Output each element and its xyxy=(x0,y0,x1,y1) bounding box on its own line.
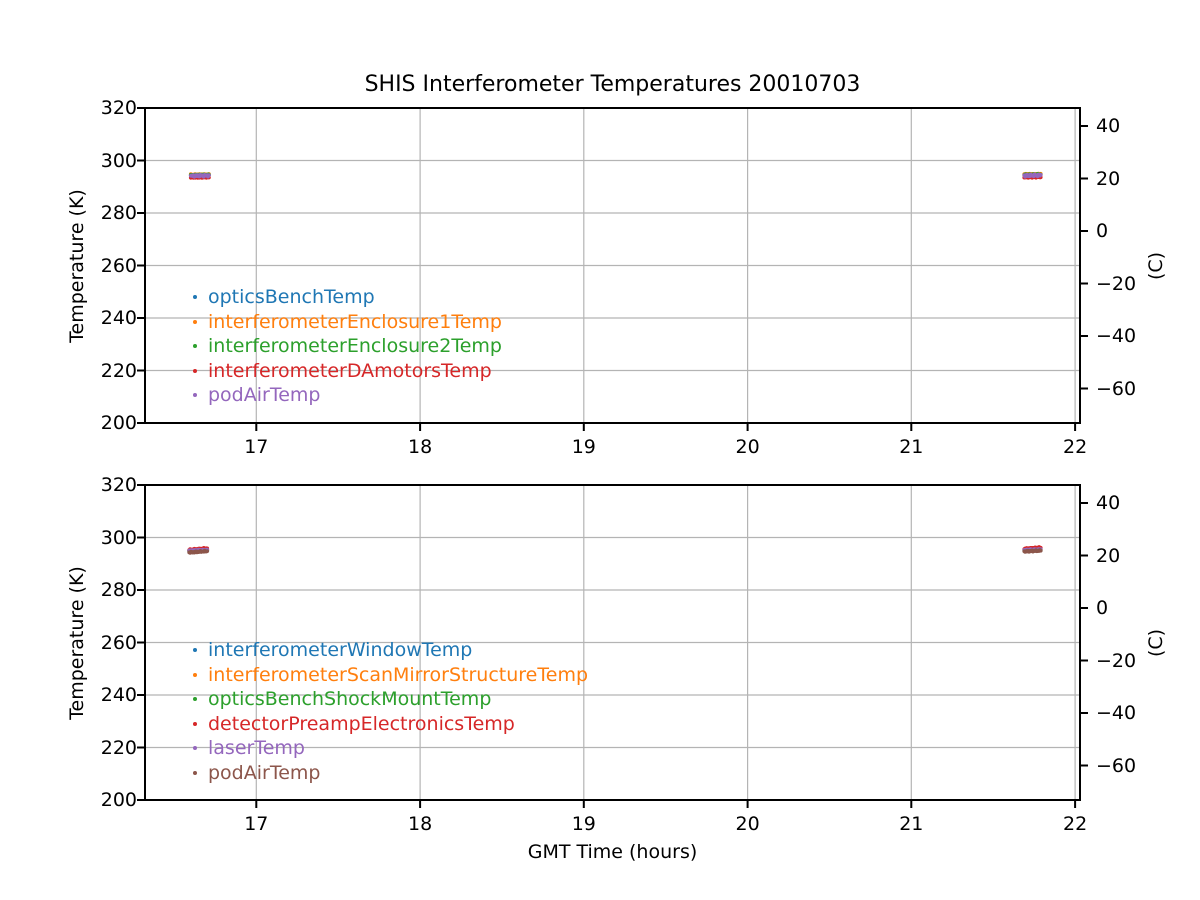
legend-label: opticsBenchShockMountTemp xyxy=(208,688,492,711)
chart-title: SHIS Interferometer Temperatures 2001070… xyxy=(364,72,861,97)
legend-item: podAirTemp xyxy=(188,383,502,408)
legend-item: interferometerScanMirrorStructureTemp xyxy=(188,663,588,688)
legend-marker-dot xyxy=(193,697,197,702)
legend-marker-dot xyxy=(193,648,197,653)
legend-label: interferometerEnclosure2Temp xyxy=(208,335,502,358)
legend-marker-dot xyxy=(193,770,197,775)
legend-label: podAirTemp xyxy=(208,384,321,407)
legend: interferometerWindowTemp interferometerSc… xyxy=(188,638,588,785)
legend-item: interferometerDAmotorsTemp xyxy=(188,359,502,384)
legend-item: opticsBenchTemp xyxy=(188,285,502,310)
legend-label: interferometerDAmotorsTemp xyxy=(208,359,492,382)
data-point xyxy=(207,173,211,178)
legend-item: interferometerEnclosure2Temp xyxy=(188,334,502,359)
legend-label: interferometerWindowTemp xyxy=(208,639,473,662)
legend-marker-dot xyxy=(193,721,197,726)
legend-marker-dot xyxy=(193,319,197,324)
legend-marker-dot xyxy=(193,344,197,349)
data-point xyxy=(205,549,210,553)
legend-item: interferometerWindowTemp xyxy=(188,638,588,663)
legend-label: interferometerEnclosure1Temp xyxy=(208,310,502,333)
legend-label: detectorPreampElectronicsTemp xyxy=(208,712,515,735)
legend-marker-dot xyxy=(193,368,197,373)
legend-label: podAirTemp xyxy=(208,761,321,784)
legend-label: interferometerScanMirrorStructureTemp xyxy=(208,663,589,686)
legend-marker-dot xyxy=(193,393,197,398)
data-point xyxy=(1038,173,1043,177)
legend-marker-dot xyxy=(193,672,197,677)
x-axis-label: GMT Time (hours) xyxy=(527,841,698,863)
legend: opticsBenchTemp interferometerEnclosure1T… xyxy=(188,285,502,408)
legend-marker-dot xyxy=(193,746,197,751)
legend-item: detectorPreampElectronicsTemp xyxy=(188,712,588,737)
axes-frame xyxy=(144,107,1081,424)
legend-label: laserTemp xyxy=(208,737,305,760)
legend-item: interferometerEnclosure1Temp xyxy=(188,310,502,335)
axes-frame xyxy=(144,484,1081,801)
legend-marker-dot xyxy=(193,295,197,300)
legend-item: laserTemp xyxy=(188,736,588,761)
legend-label: opticsBenchTemp xyxy=(208,286,375,309)
legend-item: opticsBenchShockMountTemp xyxy=(188,687,588,712)
data-point xyxy=(1038,548,1043,553)
legend-item: podAirTemp xyxy=(188,761,588,786)
